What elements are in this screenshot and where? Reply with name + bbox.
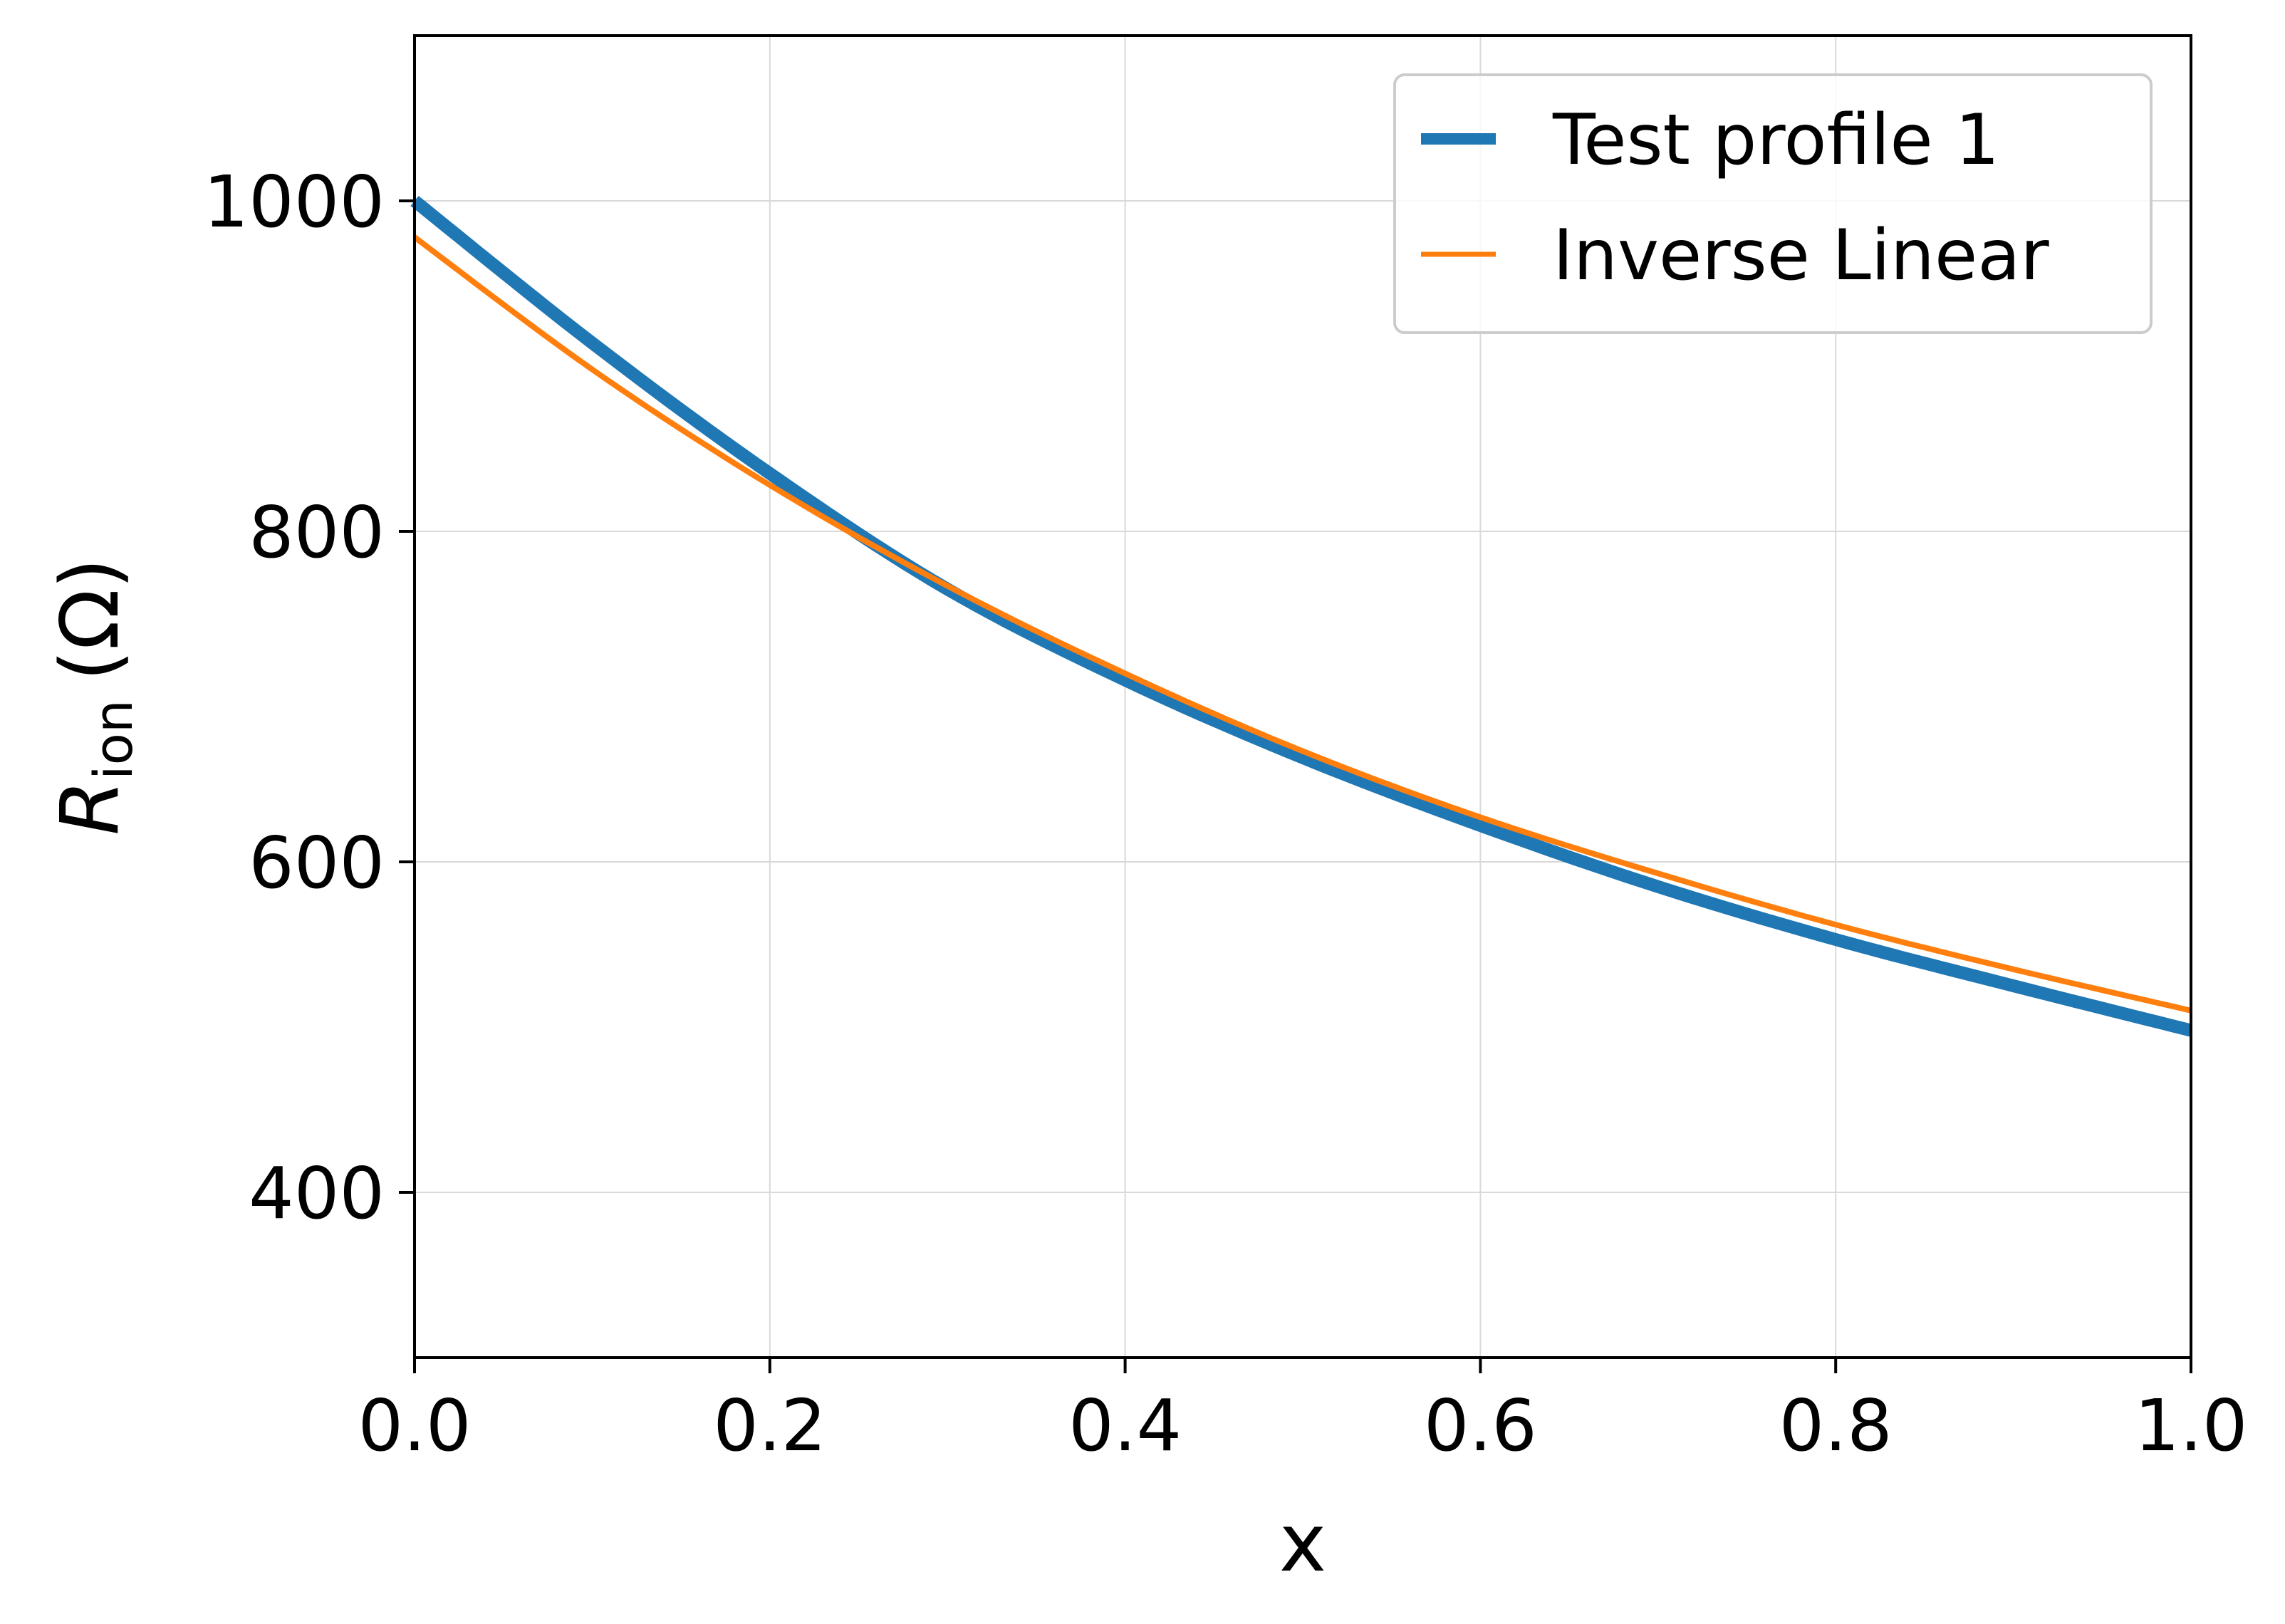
y-tick-label: 600 [249,821,385,905]
series-line-test-profile-1 [410,195,2193,1037]
y-tick-label: 800 [249,491,385,574]
x-tick-label: 0.4 [1068,1384,1182,1467]
y-tick-label: 400 [249,1152,385,1235]
legend-box [1393,73,2153,334]
axis-ticks: 0.0 0.2 0.4 0.6 0.8 1.0 400 600 800 1000 [204,160,2248,1467]
series-lines [410,195,2193,1037]
y-axis-title: Rion (Ω) [44,558,145,836]
legend-label-inverse-linear: Inverse Linear [1553,215,2049,296]
y-axis-title-subscript: ion [83,699,145,780]
x-axis-title: x [1279,1497,1326,1590]
legend-label-test-profile-1: Test profile 1 [1552,100,1999,181]
y-axis-title-main: R [44,780,137,836]
x-tick-label: 0.8 [1779,1384,1893,1467]
y-axis-title-unit: (Ω) [44,558,137,681]
x-tick-label: 0.6 [1424,1384,1537,1467]
x-tick-label: 0.0 [358,1384,471,1467]
x-tick-label: 1.0 [2134,1384,2247,1467]
series-line-inverse-linear [412,234,2192,1014]
y-tick-label: 1000 [204,160,385,244]
legend: Test profile 1 Inverse Linear [1393,73,2153,334]
x-tick-label: 0.2 [713,1384,826,1467]
plot-frame [413,34,2192,1359]
